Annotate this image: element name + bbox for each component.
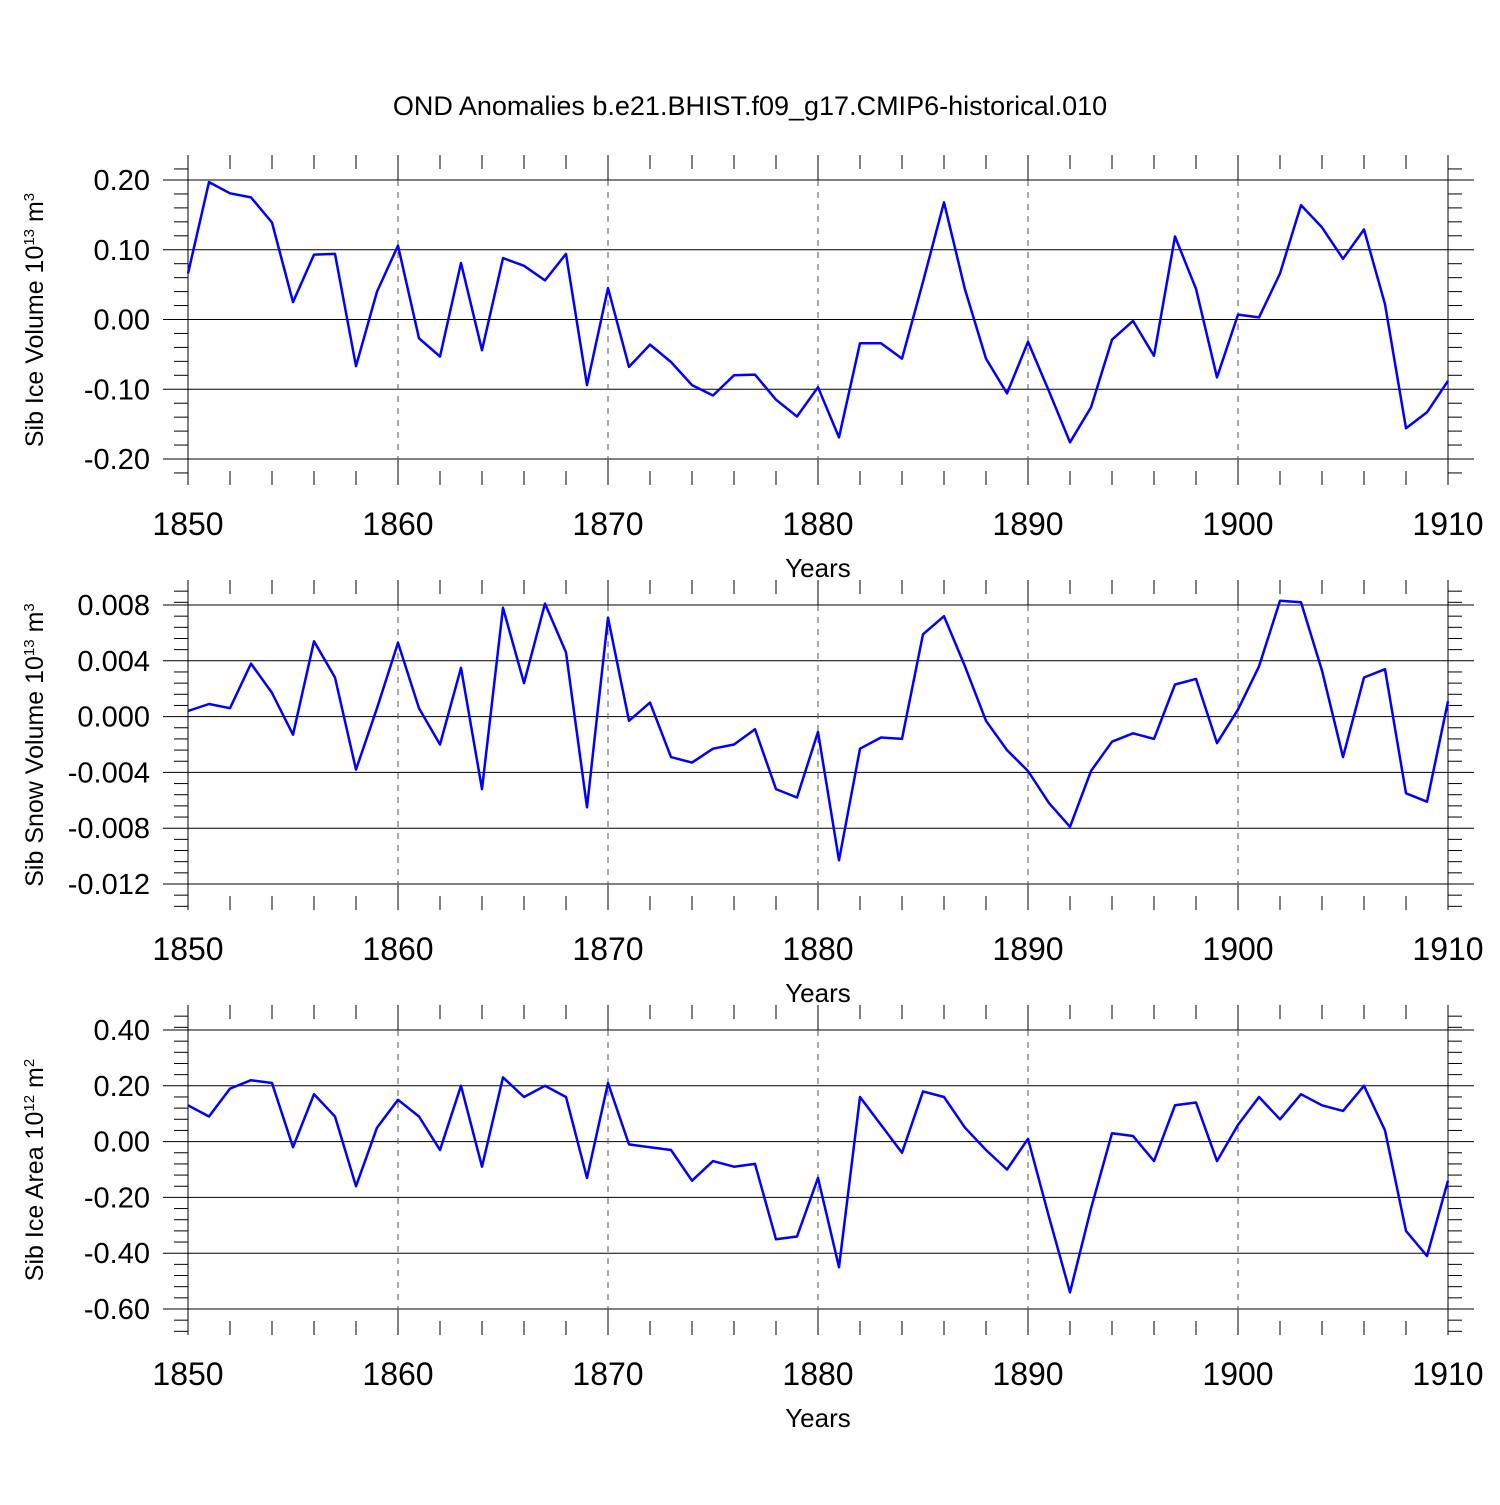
x-tick-label: 1850 (152, 506, 223, 542)
x-tick-label: 1910 (1412, 1356, 1483, 1392)
y-axis-label-base: Sib Ice Area 10 (21, 1112, 49, 1282)
y-axis-label-unit-exp: 3 (21, 603, 38, 611)
x-tick-label: 1850 (152, 1356, 223, 1392)
y-axis-label-exp: 13 (21, 229, 38, 246)
x-tick-label: 1860 (362, 1356, 433, 1392)
x-tick-label: 1850 (152, 931, 223, 967)
x-tick-label: 1890 (992, 1356, 1063, 1392)
series-line (187, 1076, 1450, 1294)
y-axis-label: Sib Snow Volume 1013 m3 (21, 603, 49, 887)
y-tick-label: 0.40 (94, 1015, 150, 1047)
y-axis-label-unit: m (21, 1067, 49, 1095)
y-tick-label: -0.012 (68, 869, 150, 901)
x-tick-label: 1860 (362, 506, 433, 542)
x-tick-label: 1900 (1202, 506, 1273, 542)
x-axis-label: Years (785, 1403, 851, 1433)
y-axis-label: Sib Ice Area 1012 m2 (21, 1059, 49, 1281)
x-axis-label: Years (785, 553, 851, 583)
y-tick-label: 0.20 (94, 1071, 150, 1103)
y-tick-label: -0.20 (84, 444, 150, 476)
y-axis-label-unit-exp: 2 (21, 1059, 38, 1067)
y-tick-label: -0.004 (68, 757, 150, 789)
y-axis-label-base: Sib Ice Volume 10 (21, 246, 49, 448)
y-tick-label: -0.20 (84, 1182, 150, 1214)
y-tick-label: -0.10 (84, 374, 150, 406)
x-tick-label: 1890 (992, 506, 1063, 542)
y-axis-label-unit-exp: 3 (21, 193, 38, 201)
x-tick-label: 1880 (782, 931, 853, 967)
x-tick-label: 1910 (1412, 931, 1483, 967)
y-tick-label: 0.00 (94, 305, 150, 337)
y-axis-label-unit: m (21, 612, 49, 640)
x-tick-label: 1880 (782, 1356, 853, 1392)
y-tick-label: 0.004 (77, 646, 150, 678)
y-axis-label-base: Sib Snow Volume 10 (21, 656, 49, 887)
y-tick-label: -0.40 (84, 1238, 150, 1270)
y-tick-label: 0.20 (94, 165, 150, 197)
y-axis-label-exp: 12 (21, 1095, 38, 1112)
y-tick-label: -0.60 (84, 1294, 150, 1326)
y-axis-label: Sib Ice Volume 1013 m3 (21, 193, 49, 447)
y-tick-label: 0.10 (94, 235, 150, 267)
x-tick-label: 1880 (782, 506, 853, 542)
x-tick-label: 1870 (572, 931, 643, 967)
figure-title: OND Anomalies b.e21.BHIST.f09_g17.CMIP6-… (393, 91, 1107, 121)
x-tick-label: 1860 (362, 931, 433, 967)
y-axis-label-exp: 13 (21, 639, 38, 656)
x-tick-label: 1900 (1202, 1356, 1273, 1392)
y-tick-label: 0.008 (77, 590, 150, 622)
y-tick-label: 0.00 (94, 1127, 150, 1159)
series-line (186, 180, 1450, 444)
series-line (187, 599, 1450, 862)
y-axis-label-unit: m (21, 201, 49, 229)
x-tick-label: 1870 (572, 1356, 643, 1392)
x-axis-label: Years (785, 978, 851, 1008)
y-tick-label: -0.008 (68, 813, 150, 845)
x-tick-label: 1900 (1202, 931, 1273, 967)
x-tick-label: 1910 (1412, 506, 1483, 542)
x-tick-label: 1870 (572, 506, 643, 542)
y-tick-label: 0.000 (77, 702, 150, 734)
x-tick-label: 1890 (992, 931, 1063, 967)
